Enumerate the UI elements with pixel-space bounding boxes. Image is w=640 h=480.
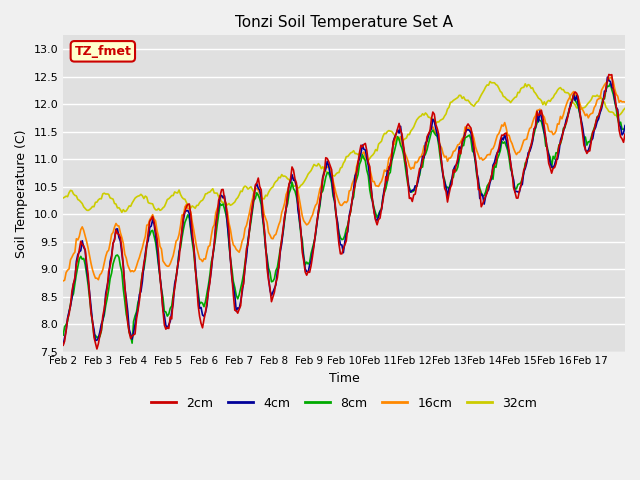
16cm bbox=[348, 181, 356, 187]
32cm bbox=[461, 97, 469, 103]
Legend: 2cm, 4cm, 8cm, 16cm, 32cm: 2cm, 4cm, 8cm, 16cm, 32cm bbox=[146, 392, 542, 415]
32cm bbox=[486, 79, 494, 84]
16cm bbox=[621, 99, 629, 105]
32cm bbox=[96, 196, 104, 202]
32cm bbox=[620, 107, 627, 113]
32cm bbox=[621, 106, 629, 111]
2cm bbox=[605, 72, 612, 77]
2cm bbox=[97, 327, 105, 333]
4cm bbox=[78, 238, 86, 244]
Title: Tonzi Soil Temperature Set A: Tonzi Soil Temperature Set A bbox=[235, 15, 453, 30]
32cm bbox=[78, 201, 86, 206]
4cm bbox=[618, 132, 626, 138]
Line: 16cm: 16cm bbox=[63, 77, 625, 281]
16cm bbox=[607, 74, 614, 80]
8cm bbox=[461, 135, 469, 141]
4cm bbox=[460, 135, 467, 141]
2cm bbox=[350, 188, 358, 194]
4cm bbox=[543, 146, 551, 152]
X-axis label: Time: Time bbox=[329, 372, 360, 385]
4cm bbox=[60, 342, 67, 348]
Line: 32cm: 32cm bbox=[63, 82, 625, 212]
8cm bbox=[350, 194, 358, 200]
Line: 2cm: 2cm bbox=[63, 74, 625, 349]
Y-axis label: Soil Temperature (C): Soil Temperature (C) bbox=[15, 129, 28, 258]
Line: 8cm: 8cm bbox=[63, 84, 625, 343]
4cm bbox=[96, 329, 104, 335]
8cm bbox=[620, 126, 627, 132]
16cm bbox=[543, 121, 551, 127]
2cm bbox=[620, 139, 627, 145]
2cm bbox=[461, 132, 469, 138]
4cm bbox=[621, 123, 629, 129]
2cm bbox=[621, 131, 629, 137]
32cm bbox=[350, 148, 358, 154]
32cm bbox=[60, 195, 67, 201]
32cm bbox=[547, 98, 554, 104]
8cm bbox=[545, 152, 552, 157]
2cm bbox=[60, 342, 67, 348]
16cm bbox=[78, 224, 86, 230]
16cm bbox=[96, 272, 104, 278]
2cm bbox=[78, 241, 86, 247]
8cm bbox=[607, 81, 614, 86]
32cm bbox=[118, 209, 125, 215]
16cm bbox=[60, 278, 67, 284]
8cm bbox=[128, 340, 136, 346]
Line: 4cm: 4cm bbox=[63, 77, 625, 345]
8cm bbox=[96, 334, 104, 340]
16cm bbox=[460, 134, 467, 140]
8cm bbox=[78, 256, 86, 262]
4cm bbox=[604, 74, 611, 80]
8cm bbox=[621, 127, 629, 132]
8cm bbox=[60, 332, 67, 338]
Text: TZ_fmet: TZ_fmet bbox=[74, 45, 131, 58]
2cm bbox=[545, 160, 552, 166]
2cm bbox=[93, 346, 100, 352]
16cm bbox=[618, 99, 626, 105]
4cm bbox=[348, 198, 356, 204]
